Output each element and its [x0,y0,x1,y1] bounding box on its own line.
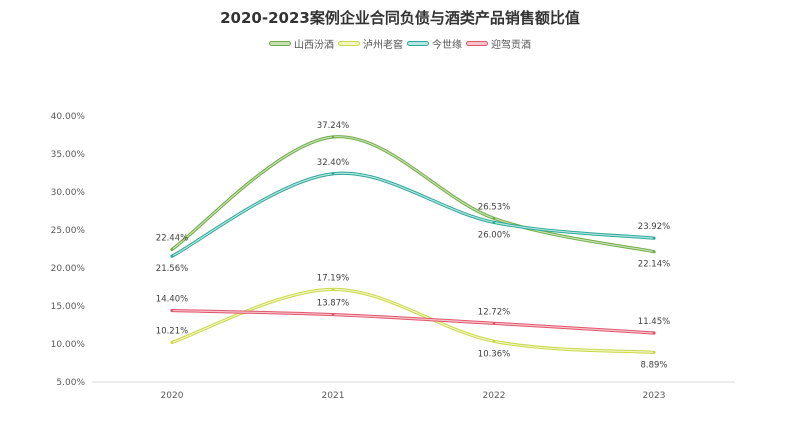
legend-item[interactable]: 泸州老窖 [338,36,403,51]
series-line-inner [171,172,655,257]
data-labels: 22.44% 37.24% 26.53% 22.14% 10.21% 17.19% 10.3… [156,121,670,370]
data-point[interactable] [170,341,174,344]
data-label: 10.21% [156,326,188,336]
data-point[interactable] [170,254,174,258]
series-line [170,287,656,355]
legend-swatch [269,41,291,46]
series-line-inner [171,288,655,354]
data-label: 37.24% [317,121,349,131]
y-tick-label: 15.00% [51,302,86,312]
x-tick-label: 2022 [483,391,506,401]
data-point[interactable] [652,250,656,254]
legend-swatch [407,41,429,46]
y-tick-label: 30.00% [51,188,86,198]
y-tick-label: 40.00% [51,112,86,122]
data-point[interactable] [492,339,496,343]
data-point[interactable] [170,309,174,312]
data-point[interactable] [652,351,656,354]
legend-item[interactable]: 今世缘 [407,36,462,51]
series-line-inner [171,136,655,253]
data-point[interactable] [652,331,656,335]
chart-title: 2020-2023案例企业合同负债与酒类产品销售额比值 [220,9,580,27]
legend-label: 泸州老窖 [363,40,403,51]
y-tick-label: 5.00% [56,378,85,388]
data-label: 11.45% [638,317,670,327]
data-label: 13.87% [317,299,349,309]
data-point[interactable] [492,217,496,220]
series-line-inner [171,309,655,334]
axes: 5.00% 10.00% 15.00% 20.00% 25.00% 30.00% 35.00… [51,112,735,401]
data-label: 21.56% [156,264,188,274]
data-point[interactable] [331,313,335,316]
legend-swatch [338,41,360,46]
legend-label: 迎驾贡酒 [491,40,531,51]
data-label: 10.36% [478,349,510,359]
data-label: 26.00% [478,230,510,240]
series-lines [170,135,656,355]
data-label: 12.72% [478,307,510,317]
legend-item[interactable]: 山西汾酒 [269,36,334,51]
legend-item[interactable]: 迎驾贡酒 [466,36,531,51]
data-point[interactable] [331,288,335,291]
data-label: 8.89% [640,360,667,370]
x-tick-label: 2020 [161,391,184,401]
data-label: 22.44% [156,233,188,243]
data-label: 22.14% [638,260,670,270]
y-tick-label: 20.00% [51,264,86,274]
y-tick-label: 25.00% [51,226,86,236]
series-line [170,308,656,335]
data-label: 26.53% [478,202,510,212]
x-tick-label: 2023 [643,391,666,401]
data-point[interactable] [331,135,335,139]
legend-label: 今世缘 [432,40,462,51]
y-tick-label: 10.00% [51,340,86,350]
data-point[interactable] [652,236,656,240]
legend: 山西汾酒 泸州老窖 今世缘 迎驾贡酒 [0,36,800,51]
data-point[interactable] [492,221,496,224]
data-point[interactable] [331,172,335,176]
data-label: 32.40% [317,158,349,168]
data-label: 14.40% [156,295,188,305]
data-label: 17.19% [317,273,349,283]
x-tick-label: 2021 [322,391,345,401]
legend-label: 山西汾酒 [294,40,334,51]
data-label: 23.92% [638,222,670,232]
y-tick-label: 35.00% [51,150,86,160]
data-point[interactable] [492,322,496,325]
data-point[interactable] [170,248,174,251]
legend-swatch [466,41,488,46]
